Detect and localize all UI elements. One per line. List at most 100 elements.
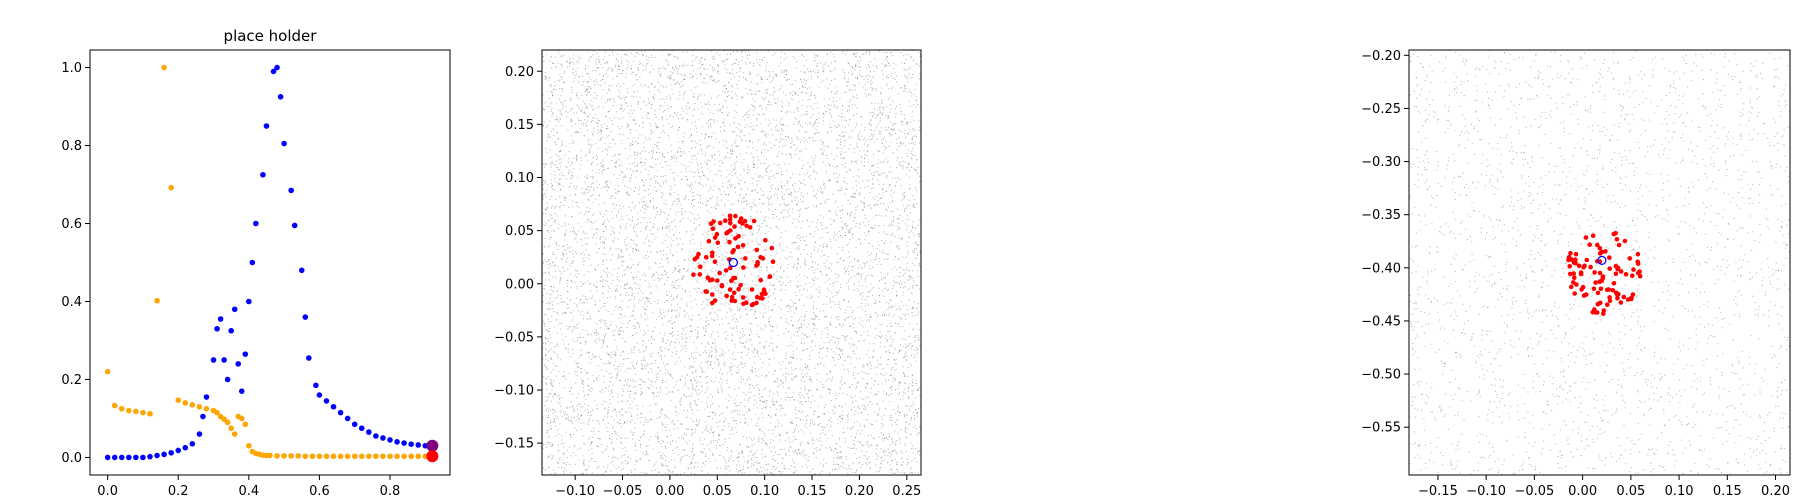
cloud-point bbox=[901, 318, 903, 320]
cloud-point bbox=[862, 86, 864, 88]
cloud-point bbox=[593, 108, 595, 110]
cloud-point bbox=[885, 77, 887, 79]
cloud-point bbox=[592, 214, 594, 216]
cloud-point bbox=[859, 200, 862, 202]
cloud-point bbox=[892, 224, 894, 226]
cloud-point bbox=[678, 197, 680, 200]
cloud-point bbox=[762, 143, 764, 145]
cloud-point bbox=[906, 355, 908, 357]
cloud-point bbox=[723, 269, 725, 271]
cloud-point bbox=[728, 303, 731, 305]
cloud-point bbox=[593, 130, 595, 133]
cloud-point bbox=[731, 234, 734, 236]
cloud-point bbox=[647, 317, 649, 320]
cloud-point bbox=[706, 145, 708, 147]
cloud-point bbox=[848, 371, 850, 373]
cloud-point bbox=[901, 157, 903, 159]
cloud-point bbox=[842, 415, 844, 417]
cloud-point bbox=[903, 69, 906, 71]
cloud-point bbox=[650, 251, 652, 253]
cloud-point bbox=[861, 298, 863, 300]
cloud-point bbox=[832, 282, 834, 284]
cloud-point bbox=[772, 403, 774, 405]
cloud-point bbox=[690, 379, 693, 381]
cloud-point bbox=[796, 286, 798, 288]
cloud-point bbox=[897, 225, 899, 227]
cloud-point bbox=[800, 192, 802, 194]
cloud-point bbox=[829, 268, 831, 270]
cloud-point bbox=[800, 70, 802, 72]
cloud-point bbox=[895, 451, 897, 453]
cloud-point bbox=[561, 55, 564, 57]
cloud-point bbox=[892, 315, 895, 317]
cloud-point bbox=[797, 257, 799, 259]
cloud-point bbox=[769, 209, 771, 211]
cloud-point bbox=[564, 199, 566, 202]
cloud-point bbox=[784, 144, 787, 146]
cloud-point bbox=[551, 276, 554, 278]
cloud-point bbox=[743, 472, 745, 474]
cloud-point bbox=[912, 401, 914, 403]
cloud-point bbox=[569, 97, 571, 99]
cloud-point bbox=[720, 175, 722, 177]
cloud-point bbox=[828, 429, 830, 431]
cloud-point bbox=[650, 54, 653, 56]
cloud-point bbox=[691, 140, 693, 142]
cloud-point bbox=[837, 338, 839, 340]
cloud-point bbox=[793, 334, 795, 336]
data-point bbox=[366, 453, 372, 460]
cloud-point bbox=[858, 194, 860, 196]
cloud-point bbox=[779, 167, 781, 169]
cloud-point bbox=[685, 327, 687, 329]
cloud-point bbox=[913, 280, 915, 282]
cloud-point bbox=[733, 364, 735, 366]
cloud-point bbox=[695, 347, 697, 349]
cloud-point bbox=[840, 116, 843, 118]
cloud-point bbox=[788, 215, 790, 217]
cloud-point bbox=[612, 460, 614, 462]
cloud-point bbox=[698, 63, 700, 65]
cloud-point bbox=[876, 65, 878, 67]
cloud-point bbox=[637, 408, 639, 410]
cloud-point bbox=[750, 208, 752, 210]
cloud-point bbox=[669, 441, 671, 443]
cloud-point bbox=[769, 122, 771, 125]
cloud-point bbox=[861, 405, 863, 407]
cloud-point bbox=[649, 166, 651, 168]
cloud-point bbox=[575, 188, 577, 190]
cloud-point bbox=[583, 274, 585, 276]
cloud-point bbox=[801, 86, 804, 88]
cloud-point bbox=[662, 274, 664, 276]
cloud-point bbox=[898, 305, 900, 307]
cloud-point bbox=[751, 459, 753, 461]
cloud-point bbox=[775, 75, 777, 77]
x-axis-ticks: 0.0 0.2 0.4 0.6 0.8 bbox=[97, 475, 400, 499]
data-point bbox=[182, 444, 189, 451]
cloud-point bbox=[592, 419, 594, 421]
cloud-point bbox=[705, 371, 707, 373]
cloud-point bbox=[911, 150, 913, 152]
cloud-point bbox=[689, 73, 691, 75]
cloud-point bbox=[626, 368, 628, 370]
cloud-point bbox=[737, 51, 739, 53]
cloud-point bbox=[548, 232, 550, 234]
cloud-point bbox=[545, 337, 547, 339]
cloud-point bbox=[612, 78, 614, 80]
cloud-point bbox=[839, 258, 841, 260]
cloud-point bbox=[911, 115, 913, 118]
cloud-point bbox=[602, 259, 605, 261]
cloud-point bbox=[807, 162, 809, 164]
cloud-point bbox=[726, 382, 728, 384]
cloud-point bbox=[655, 56, 657, 59]
cloud-point bbox=[609, 296, 611, 298]
cloud-point bbox=[865, 89, 867, 91]
cloud-point bbox=[644, 137, 647, 139]
cloud-point bbox=[825, 404, 827, 406]
cloud-point bbox=[713, 381, 715, 383]
cloud-point bbox=[608, 373, 610, 375]
cloud-point bbox=[818, 229, 820, 231]
cloud-point bbox=[838, 275, 840, 278]
cloud-point bbox=[684, 132, 686, 134]
cloud-point bbox=[556, 365, 558, 367]
cloud-point bbox=[587, 468, 589, 470]
